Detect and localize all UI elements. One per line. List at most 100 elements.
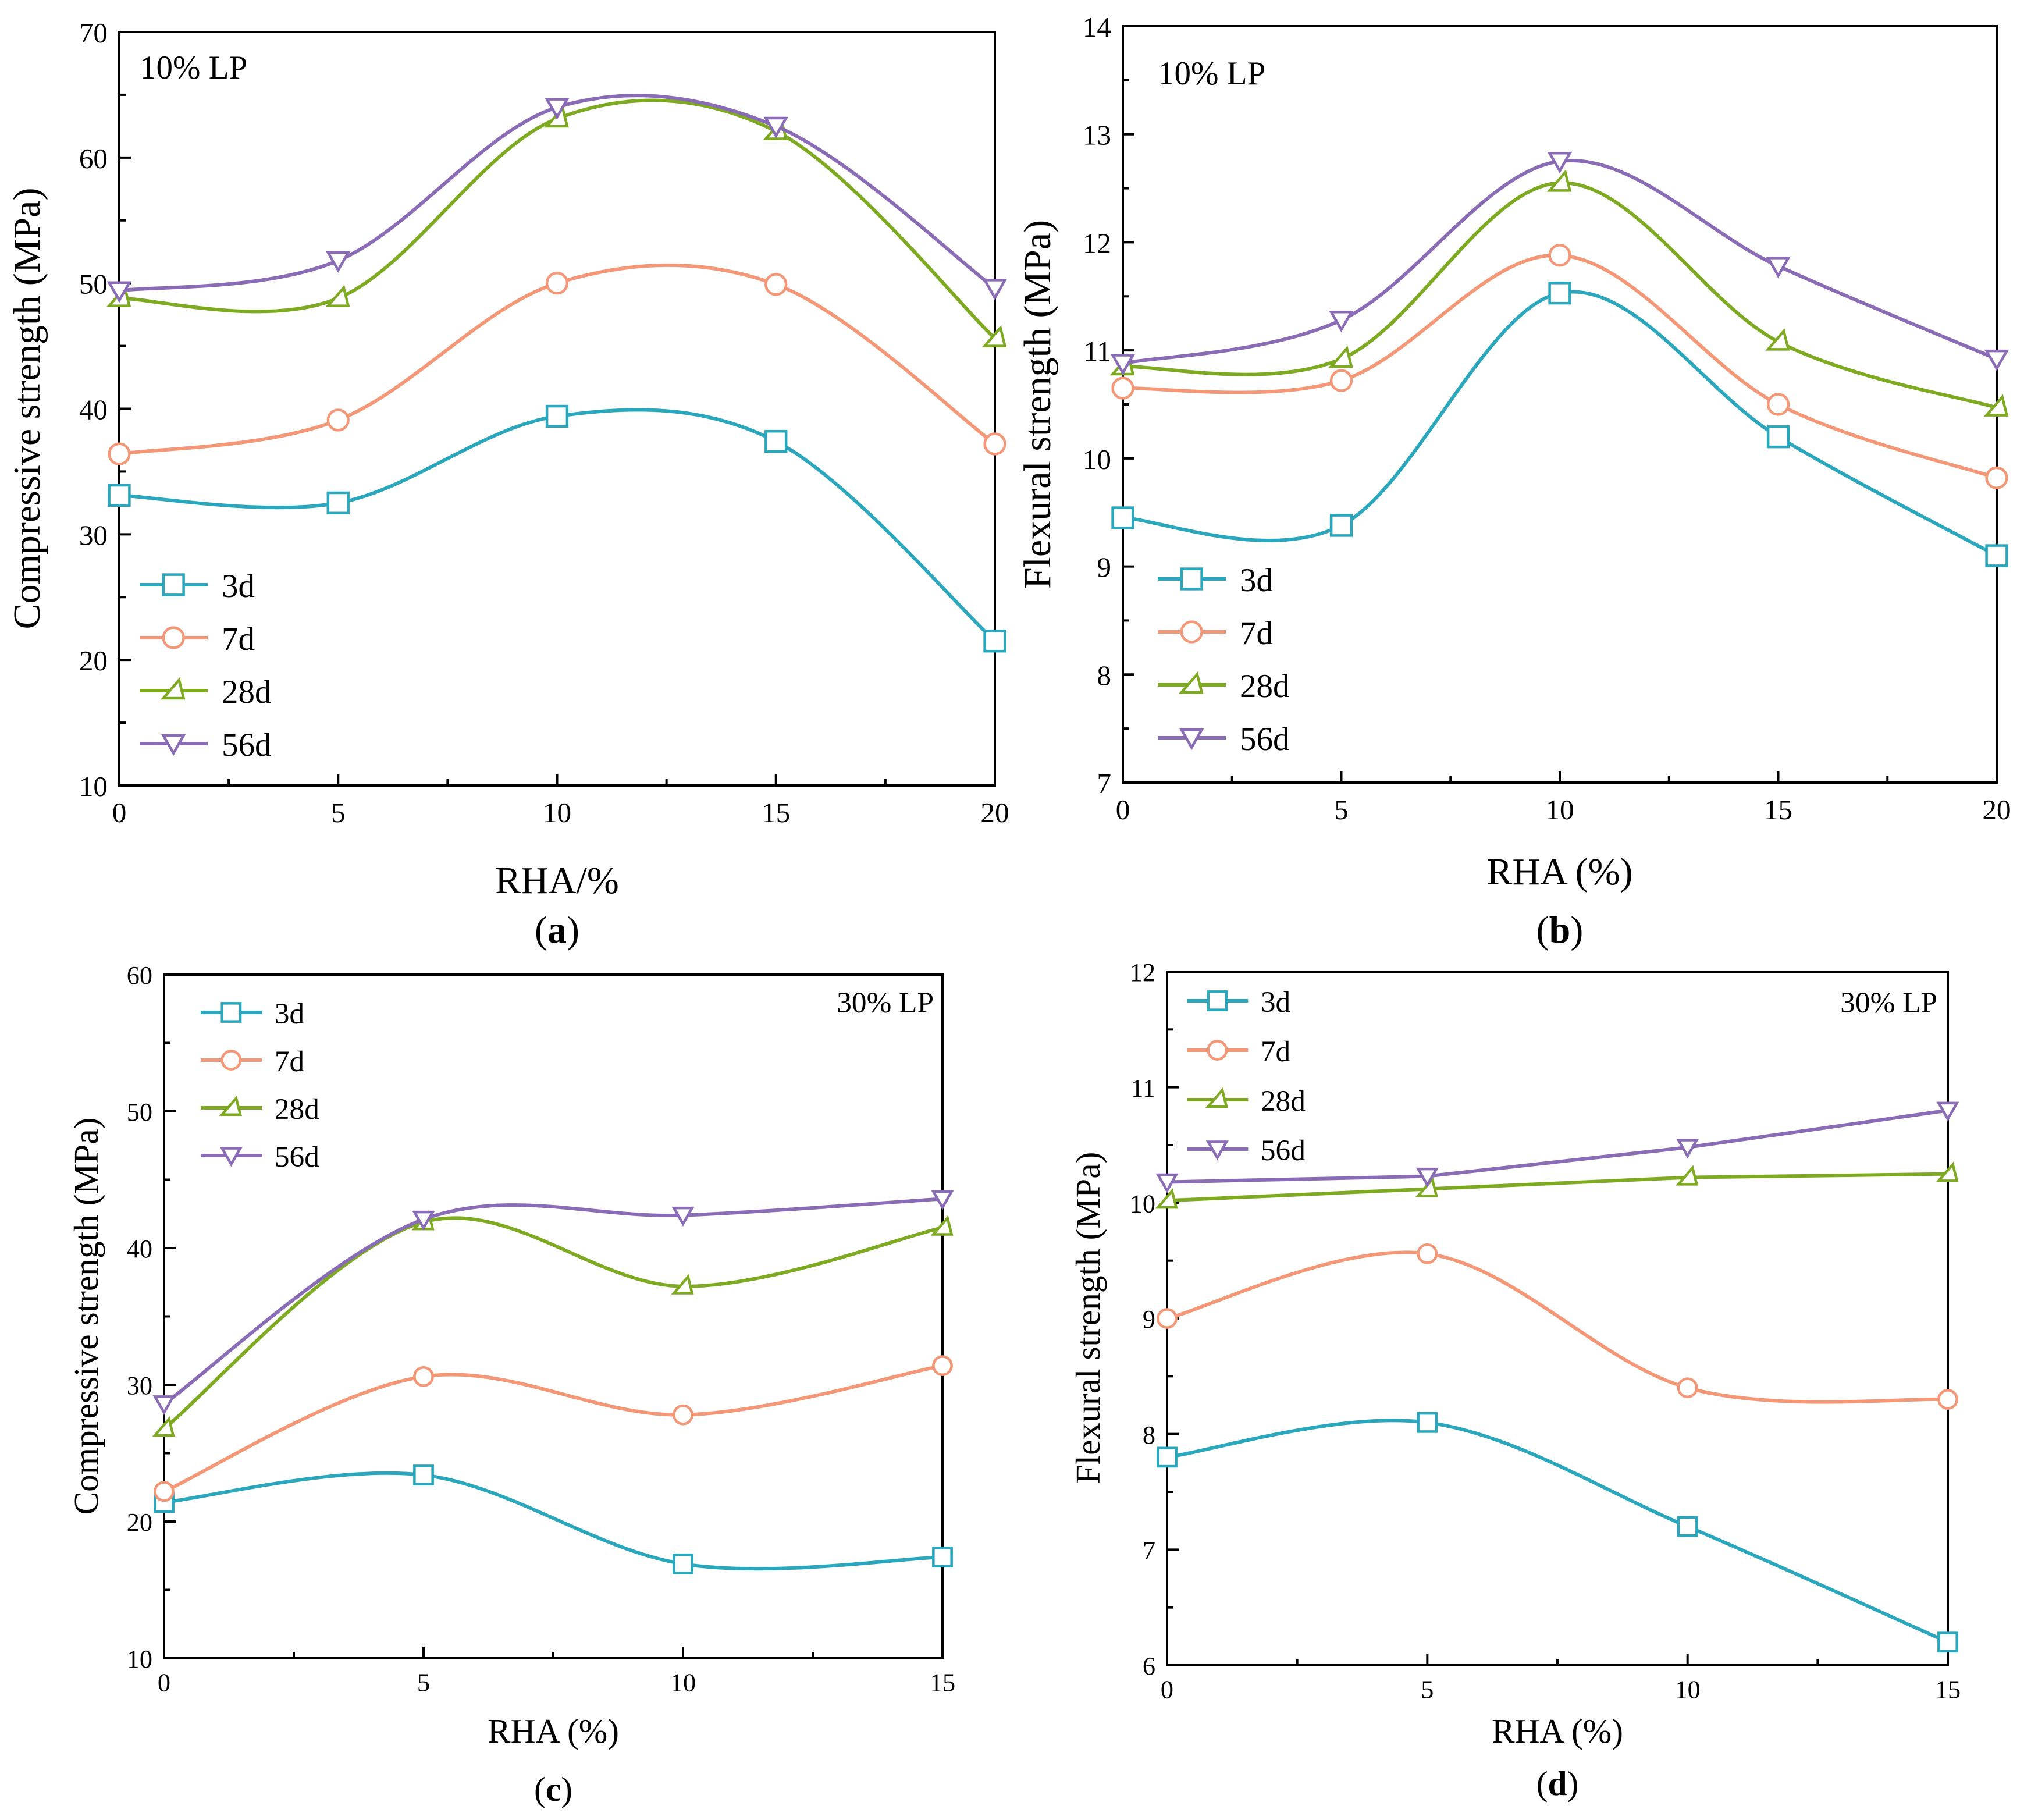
- legend-label: 56d: [222, 727, 272, 763]
- point-3d: [1548, 282, 1571, 305]
- legend-label: 7d: [1240, 615, 1273, 652]
- legend-item-3d: 3d: [140, 568, 255, 605]
- y-tick-label: 10: [1083, 443, 1111, 475]
- point-56d: [931, 1190, 954, 1210]
- y-tick-label: 30: [79, 519, 108, 551]
- y-tick-label: 40: [127, 1235, 152, 1263]
- x-tick-label: 0: [158, 1669, 170, 1697]
- point-56d: [1766, 257, 1791, 279]
- y-axis-title: Flexural strength (MPa): [1069, 1152, 1107, 1484]
- legend-item-56d: 56d: [140, 727, 272, 763]
- point-28d: [1765, 328, 1790, 351]
- point-28d: [981, 325, 1007, 347]
- point-56d: [763, 116, 789, 138]
- legend-item-56d: 56d: [1158, 721, 1290, 758]
- y-tick-label: 12: [1083, 227, 1111, 259]
- x-tick-label: 5: [331, 797, 346, 829]
- legend-marker: [1205, 1087, 1228, 1108]
- x-axis-title: RHA (%): [1492, 1712, 1623, 1750]
- series-line-3d: [163, 1471, 943, 1571]
- legend-label: 3d: [1261, 986, 1291, 1019]
- legend-item-28d: 28d: [201, 1093, 319, 1126]
- point-3d: [932, 1547, 953, 1568]
- legend-item-3d: 3d: [1187, 986, 1291, 1019]
- y-axis-title: Compressive strength (MPa): [67, 1118, 105, 1515]
- legend-label: 3d: [275, 997, 305, 1030]
- legend-marker: [1179, 728, 1204, 751]
- chart-panel-b: 0 5 10 15 20 7 8 9 10 11 12 13 14 RHA (%) Flexural str…: [1016, 11, 2011, 951]
- chart-panel-a: 0 5 10 15 20 10 20 30 40 50 60 70 RHA/% Compressive s…: [6, 17, 1009, 951]
- legend-marker: [219, 1095, 242, 1116]
- point-7d: [1417, 1243, 1438, 1264]
- series-line-28d: [163, 1216, 943, 1430]
- y-tick-label: 11: [1130, 1074, 1155, 1103]
- y-tick-label: 8: [1143, 1421, 1155, 1449]
- point-3d: [1677, 1516, 1698, 1537]
- point-3d: [108, 484, 131, 507]
- point-7d: [1766, 393, 1790, 416]
- legend-marker: [160, 677, 186, 700]
- y-tick-label: 14: [1083, 11, 1111, 43]
- point-7d: [1937, 1389, 1958, 1410]
- point-56d: [1676, 1139, 1699, 1159]
- legend-item-56d: 56d: [1187, 1134, 1306, 1167]
- x-tick-label: 15: [930, 1669, 955, 1697]
- legend-marker: [162, 626, 185, 649]
- legend-marker: [1205, 1140, 1229, 1161]
- point-56d: [671, 1206, 695, 1227]
- panel-label: (a): [535, 909, 579, 951]
- point-56d: [1984, 349, 2009, 372]
- point-56d: [152, 1395, 176, 1416]
- point-7d: [1329, 369, 1353, 392]
- point-28d: [1676, 1165, 1699, 1186]
- y-tick-label: 10: [127, 1645, 152, 1673]
- panel-label: (d): [1536, 1764, 1579, 1803]
- point-7d: [1548, 244, 1571, 267]
- y-tick-label: 7: [1097, 767, 1111, 799]
- point-3d: [1937, 1631, 1958, 1653]
- legend-marker: [1207, 1040, 1228, 1061]
- point-7d: [1157, 1308, 1178, 1329]
- x-axis-title: RHA/%: [495, 859, 619, 902]
- y-tick-label: 40: [79, 394, 108, 426]
- legend-label: 28d: [222, 674, 272, 710]
- point-56d: [412, 1210, 435, 1231]
- chart-panel-d: 0 5 10 15 6 7 8 9 10 11 12 RHA (%) Flexural strength…: [1069, 958, 1961, 1803]
- x-tick-label: 10: [1545, 794, 1574, 826]
- legend-marker: [1178, 671, 1204, 694]
- point-3d: [326, 491, 350, 515]
- panel-label: (c): [534, 1770, 572, 1808]
- y-tick-label: 10: [79, 770, 108, 802]
- point-3d: [983, 630, 1006, 653]
- point-28d: [930, 1215, 954, 1236]
- point-7d: [1677, 1377, 1698, 1399]
- y-tick-label: 60: [79, 143, 108, 175]
- y-tick-label: 8: [1097, 659, 1111, 691]
- point-3d: [673, 1553, 693, 1574]
- point-7d: [673, 1404, 693, 1426]
- x-tick-label: 0: [112, 797, 127, 829]
- x-tick-label: 10: [670, 1669, 696, 1697]
- lp-annotation: 30% LP: [837, 986, 934, 1019]
- legend-marker: [1207, 990, 1228, 1011]
- point-7d: [983, 432, 1006, 456]
- point-3d: [1985, 544, 2008, 567]
- y-tick-label: 9: [1097, 552, 1111, 584]
- point-56d: [545, 98, 570, 120]
- y-tick-label: 20: [79, 645, 108, 677]
- legend-marker: [220, 1002, 242, 1023]
- y-tick-label: 30: [127, 1371, 152, 1400]
- point-7d: [154, 1481, 175, 1502]
- point-7d: [413, 1366, 434, 1387]
- legend-label: 28d: [275, 1093, 319, 1126]
- legend-item-28d: 28d: [140, 674, 272, 710]
- point-3d: [545, 404, 569, 428]
- x-tick-label: 5: [1421, 1676, 1434, 1704]
- legend-marker: [219, 1147, 243, 1167]
- point-28d: [1415, 1176, 1438, 1197]
- point-7d: [326, 408, 350, 432]
- series-line-3d: [119, 408, 997, 643]
- x-axis-title: RHA (%): [1486, 851, 1632, 893]
- point-3d: [1329, 514, 1353, 537]
